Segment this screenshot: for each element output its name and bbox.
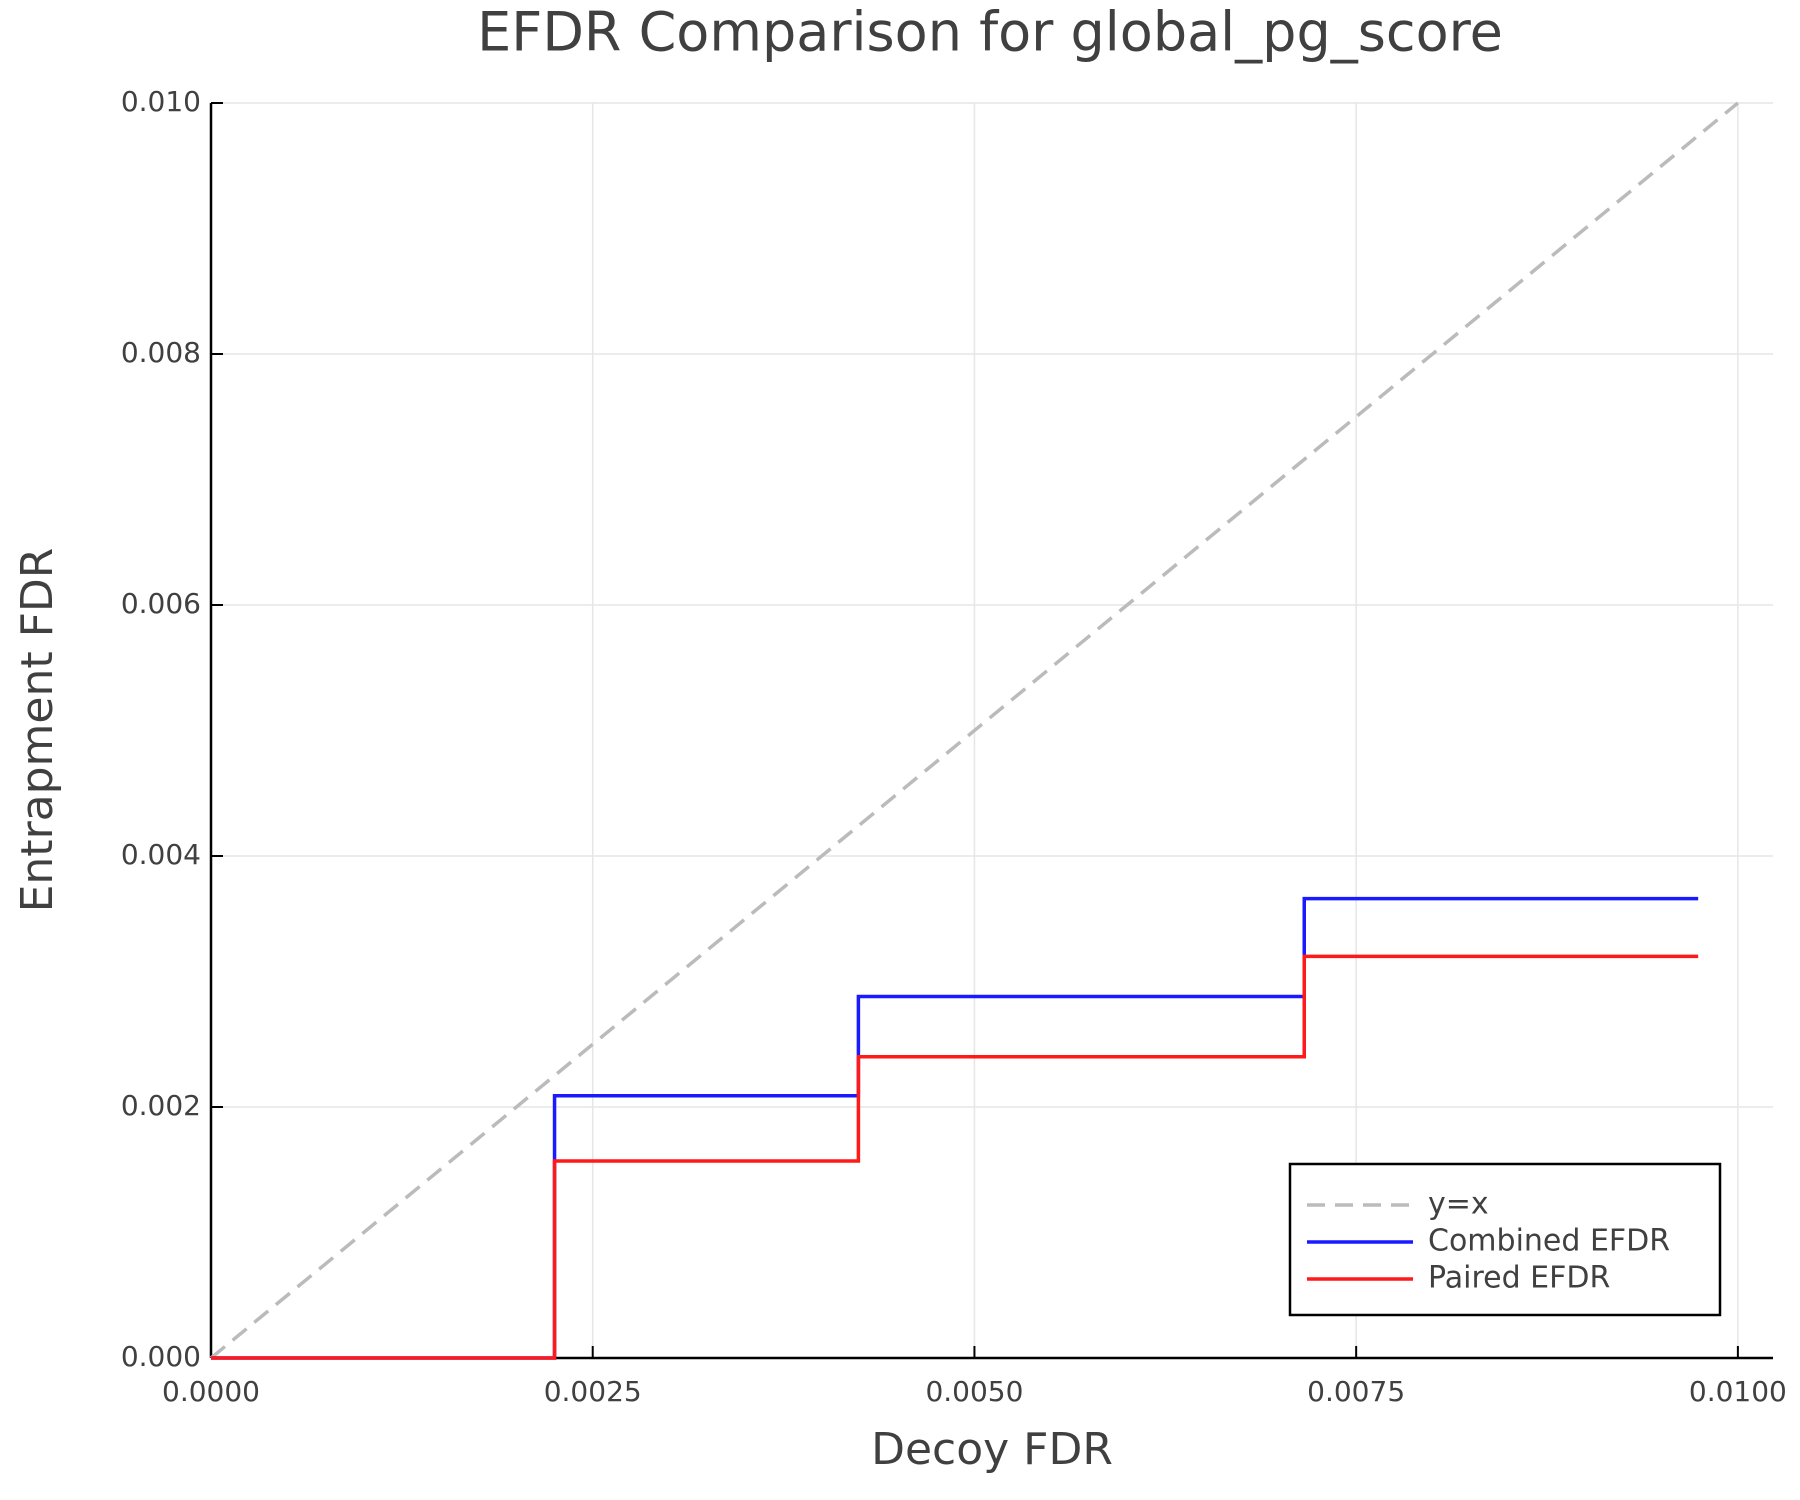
x-tick-label: 0.0000 bbox=[162, 1375, 260, 1408]
y-tick-label: 0.006 bbox=[121, 587, 201, 620]
x-tick-label: 0.0050 bbox=[925, 1375, 1023, 1408]
legend-label: Paired EFDR bbox=[1428, 1261, 1610, 1296]
x-tick-label: 0.0100 bbox=[1689, 1375, 1787, 1408]
data-line bbox=[209, 101, 1739, 1360]
legend-box bbox=[1288, 1162, 1722, 1317]
data-line bbox=[211, 954, 1699, 1360]
y-tick-label: 0.000 bbox=[121, 1340, 201, 1373]
y-axis-label: Entrapment FDR bbox=[12, 548, 63, 913]
chart-title: EFDR Comparison for global_pg_score bbox=[477, 1, 1503, 64]
y-tick-label: 0.002 bbox=[121, 1089, 201, 1122]
y-tick-label: 0.004 bbox=[121, 838, 201, 871]
x-tick-label: 0.0075 bbox=[1307, 1375, 1405, 1408]
y-tick-label: 0.010 bbox=[121, 85, 201, 118]
x-tick-label: 0.0025 bbox=[544, 1375, 642, 1408]
x-axis-label: Decoy FDR bbox=[871, 1424, 1113, 1475]
legend-label: y=x bbox=[1428, 1187, 1489, 1222]
y-tick-label: 0.008 bbox=[121, 336, 201, 369]
legend-label: Combined EFDR bbox=[1428, 1224, 1670, 1259]
